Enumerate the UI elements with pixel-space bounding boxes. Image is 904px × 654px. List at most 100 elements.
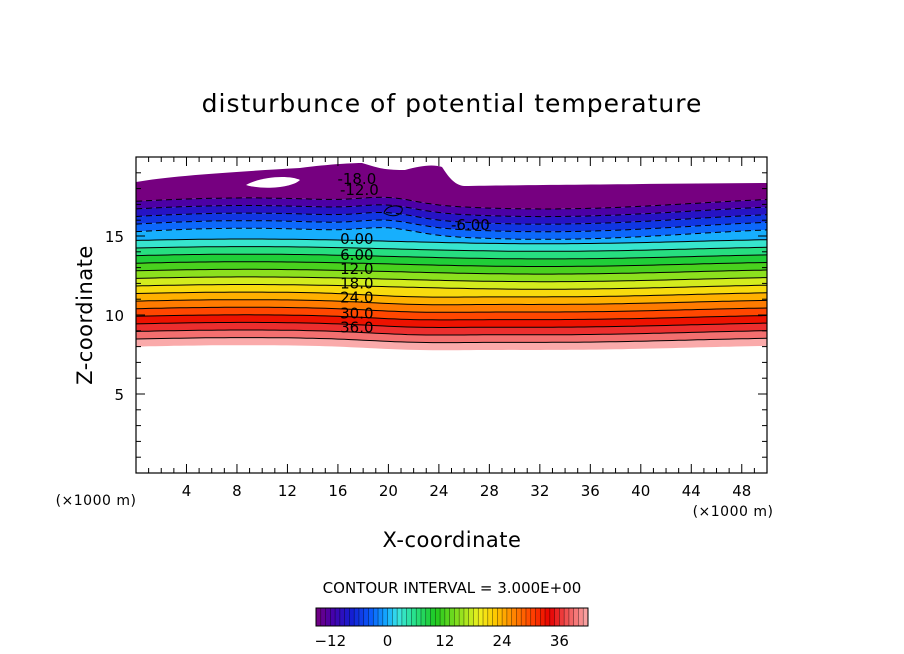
colorbar (315, 608, 589, 626)
contour-line (136, 219, 767, 233)
contour-label: 36.0 (340, 319, 373, 337)
x-tick-label: 32 (530, 482, 549, 500)
colorbar-cell (573, 608, 579, 626)
colorbar-cell (568, 608, 575, 626)
x-axis-label: X-coordinate (383, 528, 522, 552)
contour-line (136, 196, 767, 210)
axis-ticks (136, 157, 767, 473)
colorbar-cell (564, 608, 570, 626)
x-unit-label: (×1000 m) (693, 504, 774, 520)
contour-label: 0.00 (340, 230, 373, 248)
colorbar-cell (535, 608, 541, 626)
colorbar-cell (344, 608, 350, 626)
colorbar-tick-labels: −12 0 12 24 36 (314, 632, 568, 650)
contour-label: 12.0 (340, 260, 373, 278)
contour-band (136, 204, 767, 225)
colorbar-cell (492, 608, 498, 626)
contour-line (136, 268, 767, 275)
colorbar-cell (425, 608, 432, 626)
x-tick-label: 28 (480, 482, 499, 500)
contour-line (136, 261, 767, 267)
contour-band (136, 299, 767, 313)
contour-line (136, 299, 767, 306)
contour-label: 24.0 (340, 289, 373, 307)
contour-band (136, 246, 767, 259)
contour-band (136, 276, 767, 290)
contour-label: 6.00 (340, 246, 373, 264)
colorbar-cell (320, 608, 327, 626)
x-tick-label: 20 (379, 482, 398, 500)
y-tick-labels: 5 10 15 (105, 228, 124, 404)
contour-line (136, 314, 767, 321)
colorbar-cell (463, 608, 470, 626)
colorbar-cell (330, 608, 336, 626)
contour-band (136, 307, 767, 320)
contour-band (136, 220, 767, 240)
colorbar-cell (459, 608, 465, 626)
contour-lines (136, 196, 767, 344)
contour-band (136, 269, 767, 282)
colorbar-cell (449, 608, 455, 626)
contour-band (136, 292, 767, 305)
x-tick-labels: 4 8 12 16 20 24 28 32 36 40 44 48 (182, 482, 752, 500)
colorbar-cell (416, 608, 422, 626)
colorbar-cell (487, 608, 494, 626)
x-tick-label: 24 (429, 482, 448, 500)
contour-line (136, 253, 767, 260)
colorbar-cell (368, 608, 374, 626)
contour-line (383, 205, 403, 217)
contour-line (136, 291, 767, 298)
colorbar-cell (473, 608, 479, 626)
colorbar-cell (335, 608, 341, 626)
colorbar-cell (420, 608, 427, 626)
contour-band (136, 227, 767, 244)
contour-label: -6.00 (451, 216, 490, 234)
contour-line (136, 227, 767, 240)
colorbar-tick-label: 24 (493, 632, 512, 650)
colorbar-cell (483, 608, 489, 626)
colorbar-cell (468, 608, 474, 626)
contour-line (136, 246, 767, 252)
colorbar-cell (540, 608, 546, 626)
x-tick-label: 4 (182, 482, 192, 500)
contour-band (136, 322, 767, 335)
colorbar-cell (516, 608, 522, 626)
colorbar-cell (435, 608, 441, 626)
contour-interval-label: CONTOUR INTERVAL = 3.000E+00 (323, 579, 582, 597)
contour-line (136, 204, 767, 218)
white-pocket (246, 177, 300, 188)
y-tick-label: 10 (105, 307, 124, 325)
colorbar-cell (430, 608, 436, 626)
colorbar-frame (315, 607, 589, 627)
colorbar-cell (339, 608, 346, 626)
contour-line (136, 212, 767, 225)
colorbar-cell (549, 608, 556, 626)
colorbar-cell (497, 608, 503, 626)
contour-labels: -18.0-12.0 -6.00 0.006.0012.018.024.030.03… (337, 170, 489, 337)
colorbar-cell (411, 608, 417, 626)
contour-line (136, 284, 767, 290)
contour-label: 30.0 (340, 304, 373, 322)
x-tick-label: 44 (682, 482, 701, 500)
contour-fill (136, 163, 767, 351)
contour-label: -18.0 (337, 170, 376, 188)
contour-line (136, 276, 767, 283)
colorbar-cell (583, 608, 589, 626)
colorbar-cell (502, 608, 508, 626)
x-tick-label: 40 (631, 482, 650, 500)
colorbar-tick-label: 0 (383, 632, 393, 650)
contour-band (136, 197, 767, 217)
contour-line (136, 329, 767, 336)
colorbar-cell (521, 608, 527, 626)
contour-band (136, 261, 767, 275)
colorbar-cell (392, 608, 398, 626)
contour-band (136, 212, 767, 232)
contour-label: 18.0 (340, 274, 373, 292)
colorbar-tick-label: −12 (314, 632, 346, 650)
colorbar-cell (545, 608, 551, 626)
contour-line (136, 321, 767, 328)
colorbar-cell (440, 608, 446, 626)
contour-label: -12.0 (340, 181, 379, 199)
colorbar-cell (316, 608, 322, 626)
